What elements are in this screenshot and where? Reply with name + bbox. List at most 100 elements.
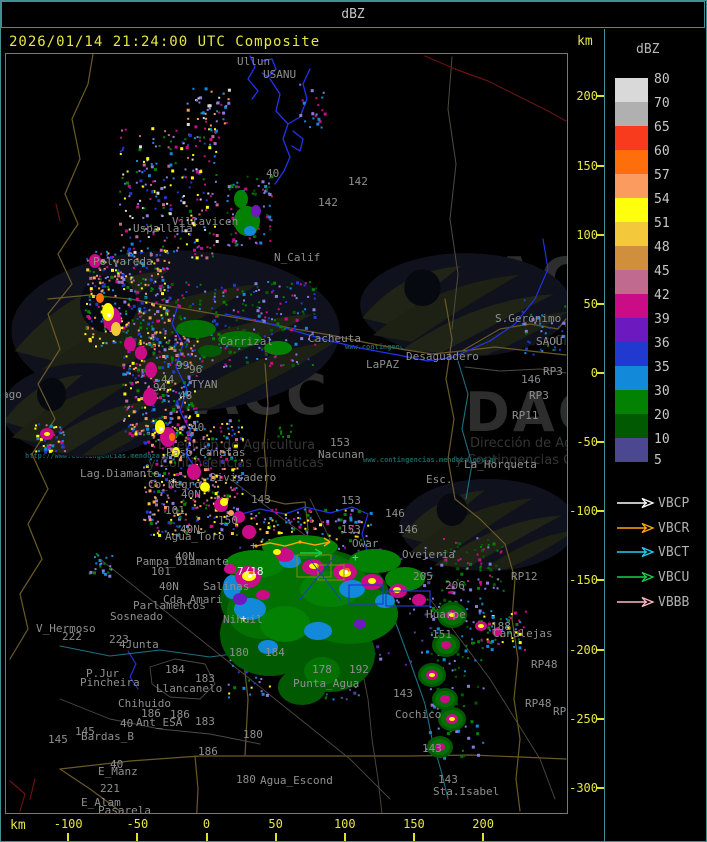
map-label: 153 [341, 523, 361, 536]
map-label: 186 [198, 745, 218, 758]
watermark-brand: DACC [465, 381, 567, 444]
map-label: 192 [349, 663, 369, 676]
map-label: Pincheira [80, 676, 140, 689]
map-label: 222 [62, 630, 82, 643]
map-label: V_Hermoso [36, 622, 96, 635]
map-label: 143 [251, 493, 271, 506]
map-label: Pasarela [98, 804, 151, 814]
map-label: S.Geronimo [495, 312, 562, 325]
map-annotation: + [352, 551, 359, 564]
scale-label-80: 80 [654, 72, 670, 87]
bottom-axis: km -100 -50 0 50 100 150 200 [5, 814, 568, 842]
map-label: Nacunan [318, 448, 365, 461]
map-label: Co_Negro [148, 478, 201, 491]
map-label: Agua_Escond [260, 774, 333, 787]
map-label: 40 [266, 167, 280, 180]
right-tick-label--250: -250 [569, 711, 598, 726]
map-label: Lag.Diamante [80, 467, 160, 480]
road-1 [447, 56, 459, 330]
river-lake [291, 130, 304, 152]
right-tick-label--100: -100 [569, 504, 598, 519]
map-annotation: 7/18 [237, 565, 264, 578]
right-tick-label-150: 150 [576, 158, 598, 173]
scale-swatch-36 [615, 342, 648, 366]
scale-swatch-10 [615, 438, 648, 462]
watermark-line2: y Contingencias Climáticas [455, 453, 567, 468]
border-north [47, 294, 567, 356]
scale-label-39: 39 [654, 312, 670, 327]
cell-box-1 [296, 554, 332, 578]
bottom-tick-label-200: 200 [472, 817, 494, 831]
map-label: 40N [175, 550, 195, 563]
track-vbcr-arrow [323, 537, 331, 547]
timestamp: 2026/01/14 21:24:00 UTC Composite [9, 34, 321, 50]
right-tick-label--200: -200 [569, 642, 598, 657]
right-tick-50 [596, 302, 604, 305]
border-northeast [461, 318, 567, 352]
right-tick--200 [596, 648, 604, 651]
bottom-tick-label-150: 150 [403, 817, 425, 831]
window-title: dBZ [341, 7, 365, 22]
map-label: SAOU [536, 335, 563, 348]
map-label: 44 [161, 373, 175, 386]
river-tunuyan [171, 304, 197, 470]
watermark-line1: Dirección de Agricultura [470, 436, 567, 451]
map-label: RP [553, 705, 567, 718]
map-label: RP11 [512, 409, 539, 422]
map-label: 145 [75, 725, 95, 738]
scale-label-35: 35 [654, 360, 670, 375]
map-label: 146 [521, 373, 541, 386]
right-tick-label--300: -300 [569, 780, 598, 795]
map-canvas [6, 54, 567, 813]
map-label: Chihuido [118, 697, 171, 710]
map-label: ago [6, 388, 22, 401]
scale-label-20: 20 [654, 408, 670, 423]
river-desaguadero-n [457, 238, 549, 356]
map-label: Nihuil [223, 613, 263, 626]
map-label: Sosneado [110, 610, 163, 623]
border-red-ne [424, 55, 567, 122]
border-red-sw [9, 778, 36, 812]
track-vbcu [300, 548, 323, 558]
border-east [444, 298, 521, 812]
map-label: 145 [48, 733, 68, 746]
right-tick-label-200: 200 [576, 89, 598, 104]
map-label: Canalejas [493, 627, 553, 640]
map-label: 101 [165, 504, 185, 517]
road-2 [464, 366, 567, 374]
map-label: 143 [422, 742, 442, 755]
map-label: 205 [413, 570, 433, 583]
map-label: 143 [438, 773, 458, 786]
map-label: 183 [195, 672, 215, 685]
map-label: Pampa_Diamante [136, 555, 229, 568]
map-label: Divisadero [210, 471, 277, 484]
map-label: 221 [100, 782, 120, 795]
bottom-tick-100 [343, 833, 346, 841]
bottom-tick-150 [412, 833, 415, 841]
river-north-loop [261, 58, 277, 78]
map-label: Llancanelo [156, 682, 223, 695]
map-label: Villavicen [172, 215, 239, 228]
bottom-tick-label-0: 0 [202, 817, 211, 831]
map-label: E_Manz [98, 765, 138, 778]
border-south-vert [194, 755, 199, 813]
border-west [9, 54, 94, 660]
border-red-w [55, 203, 61, 222]
bottom-tick-label--50: -50 [126, 817, 149, 831]
map-label: Cochico [395, 708, 442, 721]
cross-lines [299, 554, 343, 602]
map-annotation: + [240, 612, 247, 625]
scale-swatch-45 [615, 270, 648, 294]
right-tick--100 [596, 510, 604, 513]
road-4 [99, 558, 391, 800]
map-label: 150 [218, 514, 238, 527]
scale-swatch-80 [615, 78, 648, 102]
bottom-tick-200 [482, 833, 485, 841]
map-label: 40N [180, 523, 200, 536]
map-label: Owar [352, 537, 379, 550]
map-label: Parlamentos [133, 599, 206, 612]
map-label: 184 [265, 646, 285, 659]
vector-label-vbcu: VBCU [658, 570, 690, 585]
road-5 [429, 598, 556, 800]
